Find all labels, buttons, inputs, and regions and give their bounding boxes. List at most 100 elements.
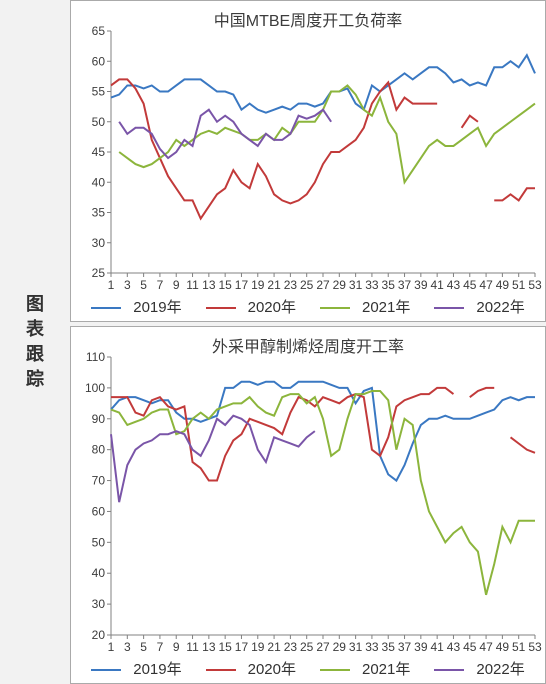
svg-text:50: 50 [92, 535, 106, 549]
svg-text:7: 7 [157, 278, 164, 292]
svg-text:43: 43 [447, 640, 461, 654]
svg-text:45: 45 [92, 145, 106, 159]
svg-text:51: 51 [512, 278, 526, 292]
legend-item-y2022: 2022年 [428, 658, 530, 679]
svg-text:19: 19 [251, 278, 265, 292]
svg-text:43: 43 [447, 278, 461, 292]
svg-text:49: 49 [496, 278, 510, 292]
chart-panel-1: 中国MTBE周度开工负荷率 25303540455055606513579111… [70, 0, 546, 322]
svg-text:47: 47 [479, 278, 493, 292]
svg-text:60: 60 [92, 504, 106, 518]
svg-text:20: 20 [92, 628, 106, 642]
legend-item-y2020: 2020年 [200, 296, 302, 317]
svg-text:65: 65 [92, 24, 106, 38]
svg-text:25: 25 [92, 266, 106, 280]
svg-text:23: 23 [284, 278, 298, 292]
sidebar: 图表跟踪 [0, 0, 70, 684]
sidebar-vertical-label: 图表跟踪 [26, 292, 44, 393]
svg-text:37: 37 [398, 640, 412, 654]
legend-swatch [434, 669, 464, 671]
legend-item-y2021: 2021年 [314, 296, 416, 317]
svg-text:27: 27 [316, 640, 330, 654]
svg-text:9: 9 [173, 640, 180, 654]
chart-stack: 中国MTBE周度开工负荷率 25303540455055606513579111… [70, 0, 546, 684]
svg-text:70: 70 [92, 474, 106, 488]
svg-text:45: 45 [463, 640, 477, 654]
svg-text:25: 25 [300, 640, 314, 654]
legend-label: 2019年 [133, 296, 181, 317]
svg-text:33: 33 [365, 278, 379, 292]
svg-text:5: 5 [140, 640, 147, 654]
svg-text:33: 33 [365, 640, 379, 654]
svg-text:31: 31 [349, 640, 363, 654]
svg-text:23: 23 [284, 640, 298, 654]
svg-text:39: 39 [414, 640, 428, 654]
svg-text:35: 35 [92, 206, 106, 220]
svg-text:31: 31 [349, 278, 363, 292]
svg-text:15: 15 [218, 278, 232, 292]
svg-text:21: 21 [267, 278, 281, 292]
legend-swatch [206, 669, 236, 671]
svg-text:30: 30 [92, 597, 106, 611]
legend-swatch [206, 307, 236, 309]
legend-label: 2021年 [362, 296, 410, 317]
svg-text:35: 35 [382, 640, 396, 654]
svg-text:60: 60 [92, 54, 106, 68]
svg-text:40: 40 [92, 175, 106, 189]
svg-text:27: 27 [316, 278, 330, 292]
svg-text:21: 21 [267, 640, 281, 654]
svg-text:53: 53 [528, 640, 542, 654]
legend-swatch [434, 307, 464, 309]
svg-text:39: 39 [414, 278, 428, 292]
svg-text:3: 3 [124, 640, 131, 654]
chart1-legend: 2019年 2020年 2021年 2022年 [71, 296, 545, 317]
svg-text:11: 11 [186, 278, 199, 292]
svg-text:90: 90 [92, 412, 106, 426]
svg-text:37: 37 [398, 278, 412, 292]
svg-text:51: 51 [512, 640, 526, 654]
chart1-plot: 2530354045505560651357911131517192123252… [71, 1, 545, 295]
svg-text:55: 55 [92, 85, 106, 99]
svg-text:53: 53 [528, 278, 542, 292]
svg-text:30: 30 [92, 236, 106, 250]
svg-text:100: 100 [85, 381, 105, 395]
svg-text:15: 15 [218, 640, 232, 654]
legend-label: 2020年 [248, 658, 296, 679]
legend-item-y2019: 2019年 [85, 296, 187, 317]
svg-text:9: 9 [173, 278, 180, 292]
legend-label: 2022年 [476, 658, 524, 679]
svg-text:19: 19 [251, 640, 265, 654]
svg-text:29: 29 [333, 640, 347, 654]
svg-text:35: 35 [382, 278, 396, 292]
legend-swatch [320, 669, 350, 671]
svg-text:45: 45 [463, 278, 477, 292]
chart2-legend: 2019年 2020年 2021年 2022年 [71, 658, 545, 679]
legend-item-y2021: 2021年 [314, 658, 416, 679]
legend-swatch [91, 307, 121, 309]
legend-item-y2022: 2022年 [428, 296, 530, 317]
svg-text:80: 80 [92, 443, 106, 457]
svg-text:11: 11 [186, 640, 199, 654]
svg-text:13: 13 [202, 278, 216, 292]
svg-text:17: 17 [235, 278, 249, 292]
svg-text:49: 49 [496, 640, 510, 654]
svg-text:50: 50 [92, 115, 106, 129]
legend-item-y2020: 2020年 [200, 658, 302, 679]
chart2-plot: 2030405060708090100110135791113151719212… [71, 327, 545, 657]
svg-text:41: 41 [430, 640, 444, 654]
svg-text:1: 1 [108, 640, 115, 654]
legend-label: 2019年 [133, 658, 181, 679]
legend-label: 2022年 [476, 296, 524, 317]
legend-item-y2019: 2019年 [85, 658, 187, 679]
svg-text:40: 40 [92, 566, 106, 580]
svg-text:7: 7 [157, 640, 164, 654]
svg-text:41: 41 [430, 278, 444, 292]
svg-text:17: 17 [235, 640, 249, 654]
legend-swatch [320, 307, 350, 309]
legend-label: 2020年 [248, 296, 296, 317]
svg-text:25: 25 [300, 278, 314, 292]
svg-text:3: 3 [124, 278, 131, 292]
svg-text:47: 47 [479, 640, 493, 654]
svg-text:1: 1 [108, 278, 115, 292]
legend-label: 2021年 [362, 658, 410, 679]
